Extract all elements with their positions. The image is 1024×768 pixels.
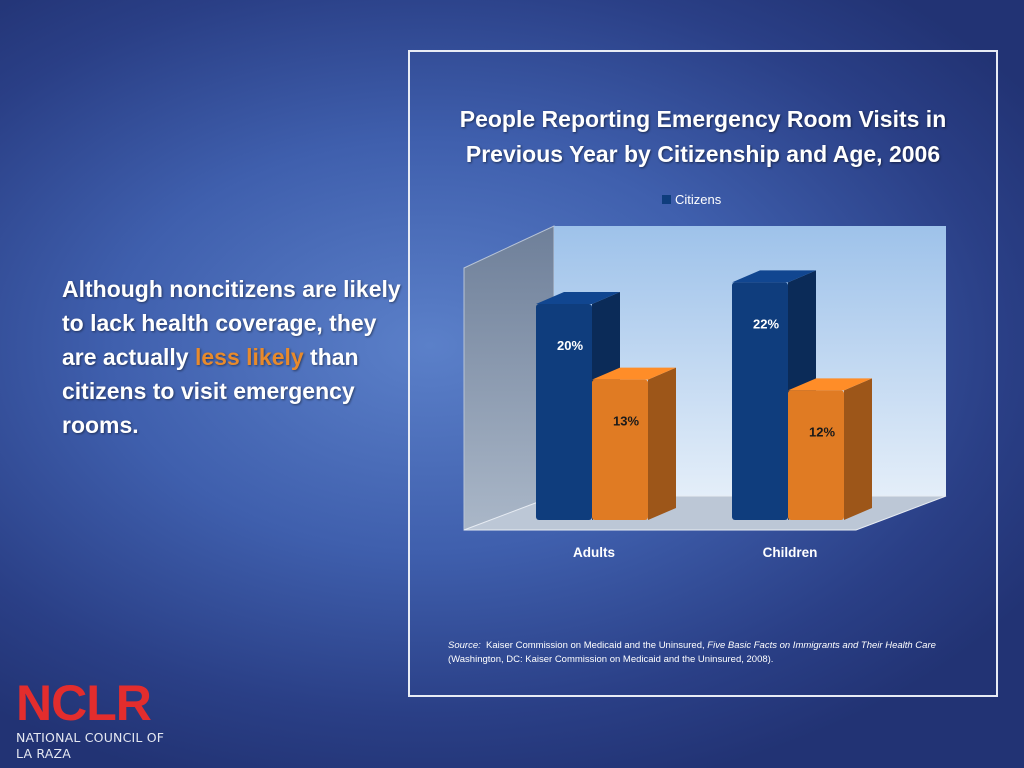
legend-label-citizens: Citizens: [675, 192, 722, 207]
legend-swatch-citizens: [662, 195, 671, 204]
bar-top-0-0: [536, 292, 620, 304]
bar-adults-series-0: [536, 304, 592, 520]
source-title: Five Basic Facts on Immigrants and Their…: [707, 640, 936, 651]
source-text-1: Kaiser Commission on Medicaid and the Un…: [486, 640, 708, 651]
body-text-part1: Although noncitizens are likely to lack …: [62, 276, 401, 370]
bar-children-series-1: [788, 390, 844, 520]
source-label: Source:: [448, 640, 481, 651]
data-label-1-1: 12%: [809, 424, 835, 439]
bar-side-1-1: [844, 378, 872, 520]
slide-body-text: Although noncitizens are likely to lack …: [62, 272, 402, 442]
logo-mark: NCLR: [16, 675, 152, 731]
chart-panel: People Reporting Emergency Room Visits i…: [408, 50, 998, 697]
data-label-1-0: 22%: [753, 316, 779, 331]
body-text-part2: than citizens to visit emergency rooms.: [62, 344, 359, 438]
bar-chart-plot: 20% 13% 22% 12% Adults Children: [463, 225, 947, 560]
bar-side-0-1: [648, 367, 676, 520]
source-note: Source: Kaiser Commission on Medicaid an…: [448, 639, 968, 667]
bar-adults-series-1: [592, 379, 648, 520]
logo-subtitle: NATIONAL COUNCIL OF LA RAZA: [16, 730, 165, 761]
bar-top-1-1: [788, 378, 872, 391]
bar-top-0-1: [592, 367, 676, 380]
nclr-logo: NCLR NATIONAL COUNCIL OF LA RAZA: [16, 678, 176, 762]
bar-top-1-0: [732, 270, 816, 283]
category-label-adults: Adults: [573, 545, 615, 560]
data-label-0-1: 13%: [613, 414, 639, 429]
source-text-2: (Washington, DC: Kaiser Commission on Me…: [448, 654, 774, 665]
category-label-children: Children: [763, 545, 818, 560]
chart-legend: Citizens: [662, 192, 721, 207]
data-label-0-0: 20%: [557, 338, 583, 353]
body-text-highlight: less likely: [194, 344, 304, 370]
bar-children-series-0: [732, 282, 788, 520]
chart-title: People Reporting Emergency Room Visits i…: [459, 106, 947, 167]
